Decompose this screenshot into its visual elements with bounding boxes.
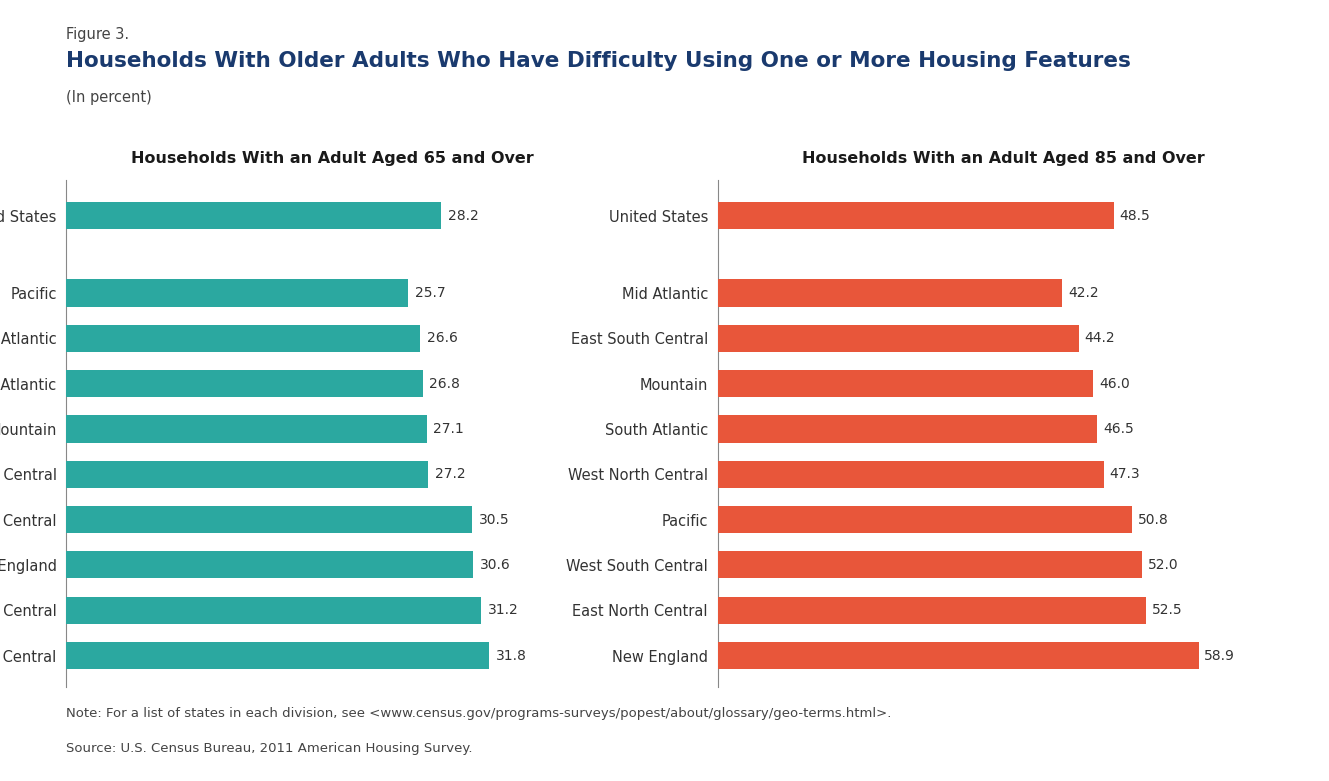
Bar	[66, 415, 427, 443]
Text: (In percent): (In percent)	[66, 90, 153, 105]
Bar	[66, 551, 473, 579]
Text: Note: For a list of states in each division, see <www.census.gov/programs-survey: Note: For a list of states in each divis…	[66, 707, 892, 720]
Text: 25.7: 25.7	[415, 286, 445, 300]
Text: 30.5: 30.5	[478, 512, 509, 526]
Bar	[66, 506, 472, 533]
Bar	[66, 202, 441, 230]
Text: 48.5: 48.5	[1119, 209, 1150, 223]
Bar	[66, 280, 408, 307]
Bar	[718, 506, 1132, 533]
Text: Source: U.S. Census Bureau, 2011 American Housing Survey.: Source: U.S. Census Bureau, 2011 America…	[66, 742, 473, 755]
Bar	[66, 370, 423, 398]
Bar	[718, 415, 1098, 443]
Bar	[718, 370, 1094, 398]
Bar	[718, 202, 1114, 230]
Bar	[66, 325, 420, 352]
Bar	[718, 325, 1079, 352]
Text: 58.9: 58.9	[1204, 648, 1235, 662]
Text: 30.6: 30.6	[480, 558, 510, 572]
Text: 46.5: 46.5	[1103, 422, 1134, 436]
Text: 28.2: 28.2	[448, 209, 478, 223]
Bar	[718, 461, 1104, 488]
Text: 31.2: 31.2	[488, 603, 518, 617]
Text: 27.1: 27.1	[433, 422, 464, 436]
Bar	[718, 280, 1062, 307]
Text: 42.2: 42.2	[1069, 286, 1099, 300]
Text: Figure 3.: Figure 3.	[66, 27, 129, 42]
Title: Households With an Adult Aged 65 and Over: Households With an Adult Aged 65 and Ove…	[130, 151, 534, 166]
Text: Households With Older Adults Who Have Difficulty Using One or More Housing Featu: Households With Older Adults Who Have Di…	[66, 51, 1131, 71]
Text: 26.6: 26.6	[427, 331, 457, 345]
Bar	[718, 597, 1146, 624]
Bar	[66, 597, 481, 624]
Bar	[718, 551, 1142, 579]
Text: 50.8: 50.8	[1138, 512, 1168, 526]
Text: 52.5: 52.5	[1152, 603, 1183, 617]
Text: 27.2: 27.2	[435, 467, 465, 481]
Title: Households With an Adult Aged 85 and Over: Households With an Adult Aged 85 and Ove…	[801, 151, 1205, 166]
Bar	[66, 642, 489, 669]
Text: 26.8: 26.8	[429, 376, 460, 390]
Text: 47.3: 47.3	[1110, 467, 1140, 481]
Text: 52.0: 52.0	[1148, 558, 1179, 572]
Bar	[718, 642, 1199, 669]
Bar	[66, 461, 428, 488]
Text: 46.0: 46.0	[1099, 376, 1130, 390]
Text: 44.2: 44.2	[1084, 331, 1115, 345]
Text: 31.8: 31.8	[496, 648, 526, 662]
